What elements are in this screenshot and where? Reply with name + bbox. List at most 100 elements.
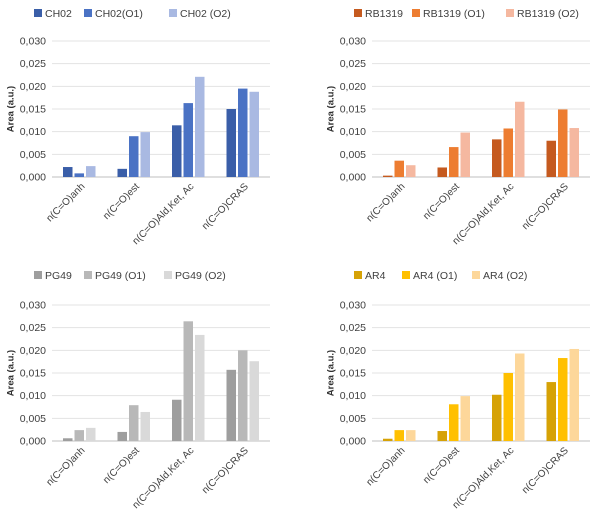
bar [437, 431, 447, 441]
bar [129, 405, 139, 441]
y-tick-label: 0,025 [20, 322, 46, 334]
legend-swatch [506, 9, 514, 17]
legend: RB1319 RB1319 (O1) RB1319 (O2) [354, 8, 579, 20]
bar [74, 173, 84, 177]
legend-entry: CH02 [45, 8, 72, 20]
y-tick-label: 0,025 [20, 58, 46, 70]
bar [515, 353, 525, 441]
x-tick-label: n(C=O)Ald,Ket, Ac [451, 445, 517, 511]
y-tick-label: 0,010 [20, 126, 46, 138]
legend-swatch [34, 9, 42, 17]
bar [569, 348, 579, 441]
bar [63, 438, 73, 441]
bar [460, 396, 470, 441]
y-tick-label: 0,020 [340, 345, 366, 357]
x-tick-label: n(C=O)anh [44, 181, 87, 224]
bar [86, 166, 96, 177]
legend-entry: CH02(O1) [95, 8, 143, 20]
bar [503, 373, 513, 441]
y-axis-label: Area (a.u.) [6, 350, 17, 396]
x-tick-label: n(C=O)anh [44, 445, 87, 488]
legend-swatch [354, 9, 362, 17]
bar [449, 404, 459, 441]
legend: AR4 AR4 (O1) AR4 (O2) [354, 270, 527, 282]
legend-swatch [402, 271, 410, 279]
y-tick-label: 0,015 [340, 104, 366, 116]
bar [117, 431, 127, 441]
y-tick-label: 0,015 [20, 368, 46, 380]
x-tick-label: n(C=O)CRAS [200, 181, 251, 232]
bar [249, 361, 259, 441]
bar [394, 160, 404, 177]
bar [117, 168, 127, 177]
bar [238, 88, 248, 177]
y-tick-label: 0,015 [20, 104, 46, 116]
bar [74, 430, 84, 441]
chart-panel-3: 0,000 0,005 0,010 0,015 0,020 0,025 0,030 Area … [6, 270, 270, 511]
y-tick-label: 0,000 [20, 172, 46, 184]
y-tick-label: 0,010 [340, 390, 366, 402]
x-tick-label: n(C=O)est [101, 445, 142, 486]
y-tick-label: 0,005 [20, 149, 46, 161]
x-tick-label: n(C=O)CRAS [200, 445, 251, 496]
x-tick-label: n(C=O)CRAS [520, 181, 571, 232]
bar [183, 321, 193, 441]
bar [492, 394, 502, 441]
legend-entry: PG49 (O2) [175, 270, 226, 282]
legend-swatch [169, 9, 177, 17]
bar [140, 132, 150, 177]
bar [249, 91, 259, 177]
y-tick-label: 0,030 [20, 36, 46, 48]
bar [503, 128, 513, 177]
y-tick-label: 0,005 [340, 149, 366, 161]
bar [546, 140, 556, 177]
y-tick-label: 0,020 [20, 81, 46, 93]
x-tick-label: n(C=O)Ald,Ket, Ac [131, 445, 197, 511]
legend-entry: RB1319 (O1) [423, 8, 485, 20]
bar [172, 125, 182, 177]
bar [558, 358, 568, 441]
bar [86, 427, 96, 441]
y-tick-label: 0,020 [340, 81, 366, 93]
chart-panel-1: 0,000 0,005 0,010 0,015 0,020 0,025 0,030 Area … [6, 8, 270, 247]
y-tick-label: 0,030 [340, 300, 366, 312]
legend-swatch [472, 271, 480, 279]
bar [394, 430, 404, 441]
legend-entry: RB1319 (O2) [517, 8, 579, 20]
bar [383, 438, 393, 441]
bar [460, 132, 470, 177]
legend-swatch [354, 271, 362, 279]
y-tick-label: 0,000 [340, 172, 366, 184]
x-tick-label: n(C=O)Ald,Ket, Ac [131, 181, 197, 247]
y-tick-label: 0,000 [340, 436, 366, 448]
bar [406, 165, 416, 177]
legend-entry: PG49 (O1) [95, 270, 146, 282]
y-axis-label: Area (a.u.) [6, 86, 17, 132]
bar [558, 109, 568, 177]
legend-entry: AR4 (O2) [483, 270, 527, 282]
bar [383, 175, 393, 177]
legend: CH02 CH02(O1) CH02 (O2) [34, 8, 231, 20]
x-tick-label: n(C=O)CRAS [520, 445, 571, 496]
legend-swatch [84, 271, 92, 279]
bar [238, 350, 248, 441]
legend-entry: AR4 (O1) [413, 270, 457, 282]
legend: PG49 PG49 (O1) PG49 (O2) [34, 270, 226, 282]
x-tick-label: n(C=O)est [101, 181, 142, 222]
y-tick-label: 0,030 [20, 300, 46, 312]
y-tick-label: 0,010 [340, 126, 366, 138]
legend-swatch [84, 9, 92, 17]
legend-entry: RB1319 [365, 8, 403, 20]
legend-entry: AR4 [365, 270, 386, 282]
bar [183, 103, 193, 177]
y-tick-label: 0,005 [340, 413, 366, 425]
y-tick-label: 0,020 [20, 345, 46, 357]
bar [492, 139, 502, 177]
bar [195, 76, 205, 177]
legend-entry: CH02 (O2) [180, 8, 231, 20]
bar [129, 136, 139, 177]
y-tick-label: 0,015 [340, 368, 366, 380]
chart-panel-4: 0,000 0,005 0,010 0,015 0,020 0,025 0,030 Area … [326, 270, 590, 511]
bar [569, 128, 579, 177]
